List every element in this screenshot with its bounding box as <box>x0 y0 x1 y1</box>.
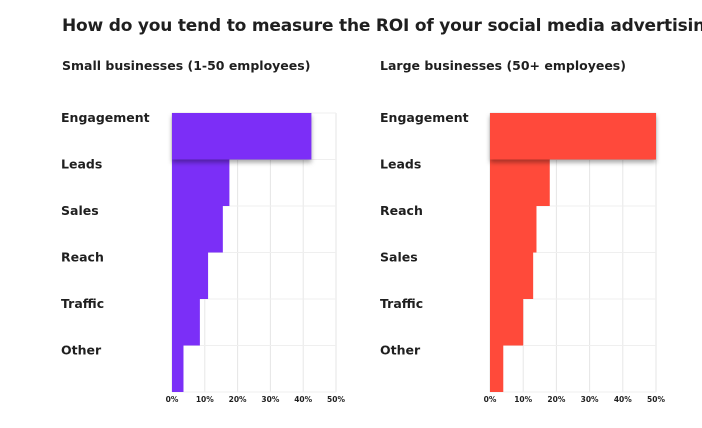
small-tick-label: 40% <box>294 395 312 404</box>
large-tick-label: 10% <box>514 395 532 404</box>
small-bar-sales <box>172 206 223 253</box>
large-category-label: Reach <box>380 203 423 218</box>
large-category-label: Traffic <box>380 296 423 311</box>
large-bar-traffic <box>490 299 524 346</box>
small-tick-label: 50% <box>327 395 345 404</box>
large-tick-label: 0% <box>484 395 497 404</box>
small-bar-leads <box>172 159 230 206</box>
large-tick-label: 40% <box>614 395 632 404</box>
large-bar-engagement <box>490 113 656 160</box>
large-bar-other <box>490 345 504 392</box>
large-category-label: Leads <box>380 157 421 172</box>
large-bar-sales <box>490 252 534 299</box>
small-tick-label: 20% <box>229 395 247 404</box>
small-category-label: Reach <box>61 250 104 265</box>
small-category-label: Leads <box>61 157 102 172</box>
small-category-label: Other <box>61 343 102 358</box>
small-category-label: Traffic <box>61 296 104 311</box>
large-category-label: Engagement <box>380 110 469 125</box>
large-tick-label: 50% <box>647 395 665 404</box>
small-tick-label: 30% <box>261 395 279 404</box>
large-tick-label: 30% <box>581 395 599 404</box>
small-business-subtitle: Small businesses (1-50 employees) <box>62 58 311 73</box>
small-tick-label: 10% <box>196 395 214 404</box>
small-category-label: Engagement <box>61 110 150 125</box>
large-tick-label: 20% <box>547 395 565 404</box>
large-business-chart: Engagement Leads Reach Sales Traffic Other 0% 1… <box>380 110 665 404</box>
small-bar-other <box>172 345 184 392</box>
small-tick-label: 0% <box>166 395 179 404</box>
small-bar-reach <box>172 252 209 299</box>
small-category-label: Sales <box>61 203 99 218</box>
large-bar-reach <box>490 206 537 253</box>
small-bar-traffic <box>172 299 200 346</box>
large-business-subtitle: Large businesses (50+ employees) <box>380 58 626 73</box>
large-category-label: Other <box>380 343 421 358</box>
small-business-chart: Engagement Leads Sales Reach Traffic Other 0% 1… <box>61 110 345 404</box>
large-bar-leads <box>490 159 550 206</box>
large-category-label: Sales <box>380 250 418 265</box>
chart-title: How do you tend to measure the ROI of yo… <box>62 16 702 36</box>
small-bar-engagement <box>172 113 312 160</box>
